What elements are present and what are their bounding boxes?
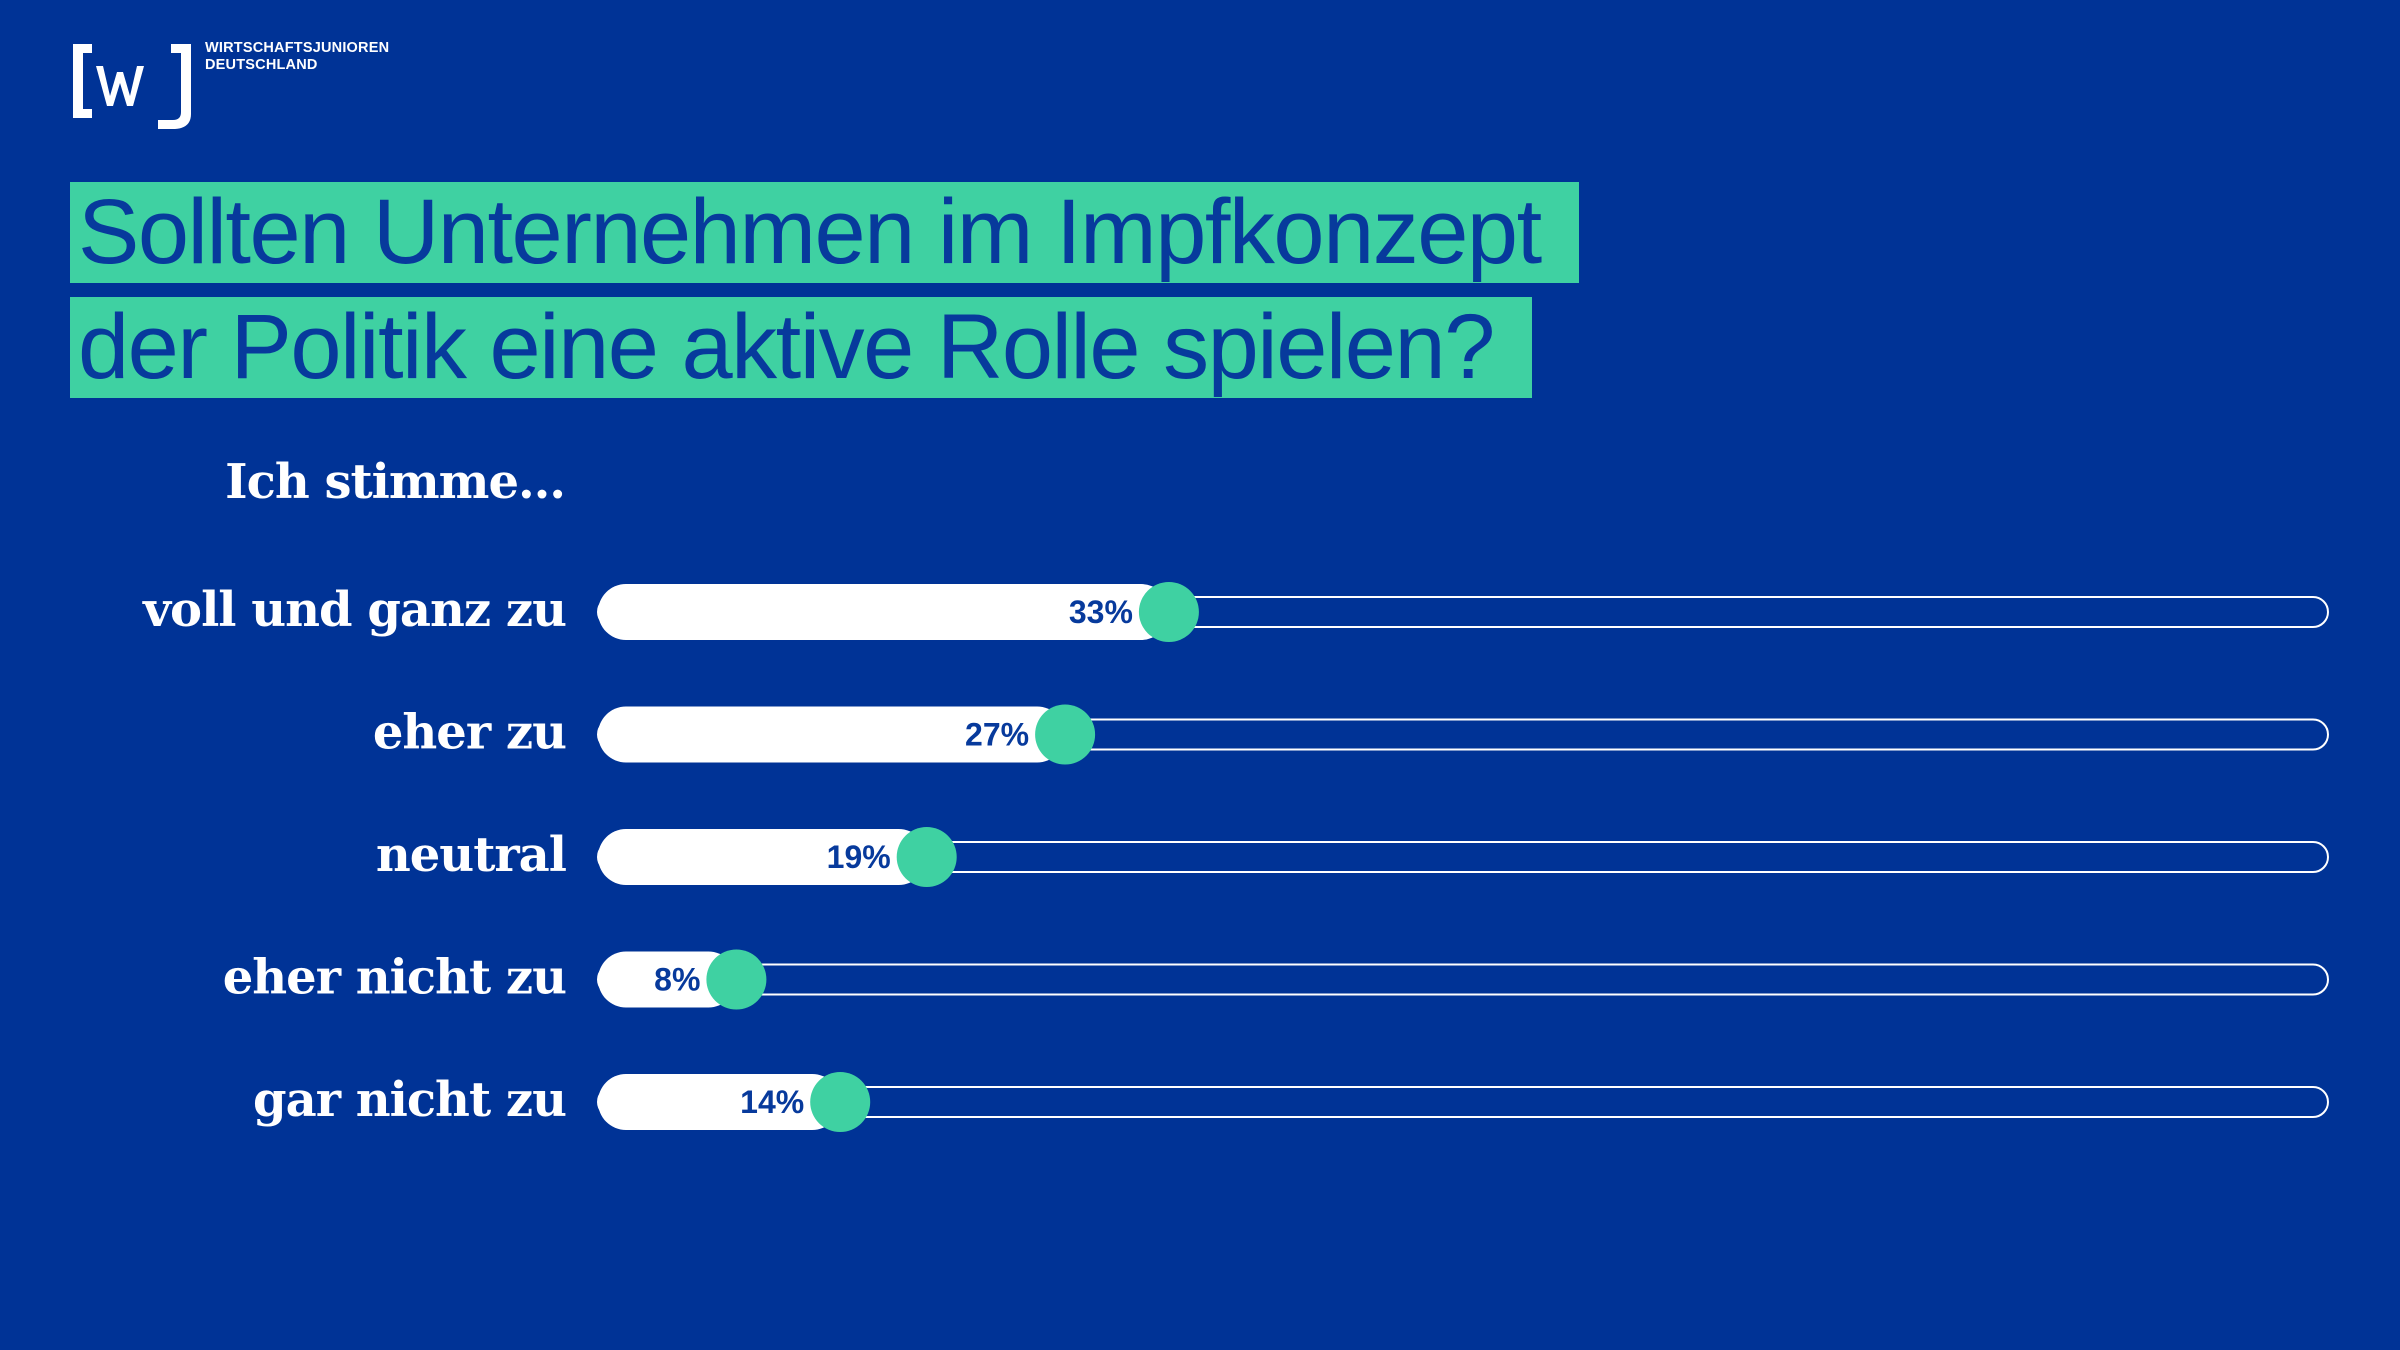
category-label: neutral: [376, 827, 567, 883]
bar-end-dot: [810, 1072, 871, 1132]
value-label: 14%: [740, 1084, 804, 1120]
bar: [598, 706, 1066, 763]
bar-track: [597, 963, 2329, 996]
headline-line-1: Sollten Unternehmen im Impfkonzept: [70, 182, 1579, 283]
headline: Sollten Unternehmen im Impfkonzept der P…: [70, 182, 1579, 412]
wj-logo-mark: [73, 44, 191, 129]
bar-end-dot: [706, 949, 767, 1010]
value-label: 8%: [654, 962, 700, 998]
bar: [598, 1074, 841, 1130]
category-label: voll und ganz zu: [142, 582, 566, 638]
value-label: 33%: [1069, 594, 1133, 630]
category-label: eher nicht zu: [223, 950, 566, 1006]
value-label: 27%: [965, 717, 1029, 753]
bar: [598, 951, 737, 1008]
logo-line-2: DEUTSCHLAND: [205, 57, 318, 73]
logo-line-1: WIRTSCHAFTSJUNIOREN: [205, 40, 390, 56]
category-label: eher zu: [373, 705, 566, 761]
bar-end-dot: [896, 827, 957, 887]
logo-wordmark: WIRTSCHAFTSJUNIOREN DEUTSCHLAND: [205, 40, 389, 74]
headline-line-2: der Politik eine aktive Rolle spielen?: [70, 297, 1532, 398]
bar: [598, 829, 927, 885]
chart-intro-label: Ich stimme…: [225, 454, 566, 510]
category-label: gar nicht zu: [253, 1072, 566, 1128]
value-label: 19%: [827, 839, 891, 875]
logo: WIRTSCHAFTSJUNIOREN DEUTSCHLAND: [70, 40, 400, 132]
bar-end-dot: [1035, 704, 1096, 765]
bar-end-dot: [1138, 582, 1199, 642]
bar: [598, 584, 1169, 640]
